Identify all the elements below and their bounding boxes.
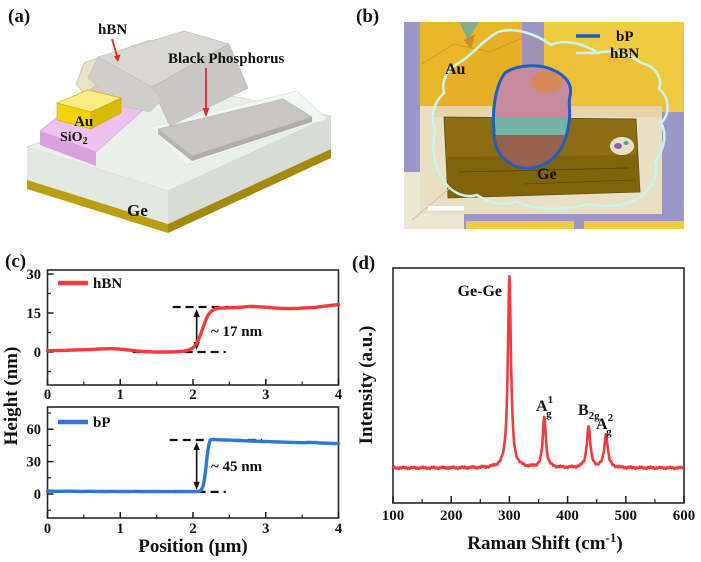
ge-region-label: Ge	[537, 166, 557, 183]
peak-label-gege: Ge-Ge	[458, 283, 502, 300]
flake-streak2	[523, 179, 635, 185]
y-tick-label: 30	[27, 455, 42, 471]
panel-b-micrograph: bP hBN Au Ge	[404, 22, 684, 229]
x-tick-label: 2	[189, 387, 196, 403]
corner-crack	[411, 187, 451, 221]
au-electrode	[56, 89, 122, 130]
bp-step-annotation: ~ 45 nm	[211, 459, 263, 475]
x-tick-label: 300	[498, 508, 521, 524]
orange-flake	[464, 34, 475, 49]
bp-plot-frame	[46, 406, 340, 519]
ge-substrate-side	[168, 116, 331, 224]
raman-plot-content: 100 200 300 400 500 600	[382, 274, 696, 524]
glint-purple	[614, 143, 622, 149]
hbn-curve	[45, 303, 341, 354]
gold-band-side	[168, 149, 331, 233]
bp-arrowhead	[202, 108, 210, 117]
legend-bp-label: bP	[616, 29, 634, 45]
au-label: Au	[74, 114, 93, 130]
x-tick-label: 1	[117, 521, 124, 537]
bp-slab-edge-front	[158, 129, 192, 161]
panel-c-height-profiles: 0 1 2 3 4 0 15 30 0 1 2 3 4 0 30 60 hBN bP ~ 17 nm ~ 4…	[1, 267, 343, 557]
hbn-outline	[431, 28, 669, 211]
au-region-label: Au	[445, 61, 466, 78]
y-tick-label: 60	[27, 422, 42, 438]
gold-band-front	[27, 180, 168, 233]
au-side	[90, 97, 122, 130]
peak-label-a1g: A1 g	[536, 394, 553, 420]
y-tick-label: 0	[34, 487, 41, 503]
x-tick-label: 200	[440, 508, 463, 524]
panel-b-letter: (b)	[356, 6, 380, 27]
bp-teal-band	[493, 118, 571, 135]
height-axis-label: Height (nm)	[1, 347, 22, 446]
au-pad-bottom-right	[584, 221, 684, 229]
panel-c-letter: (c)	[5, 251, 27, 272]
hbn-arrowhead	[113, 54, 121, 62]
step-arrowhead-up	[193, 309, 200, 318]
ge-label: Ge	[127, 201, 148, 220]
hbn-plot-content: 0 1 2 3 4 0 15 30	[27, 267, 343, 403]
step-arrowhead-down	[193, 481, 200, 490]
bp-outline	[491, 64, 573, 170]
bp-legend-label: bP	[93, 415, 111, 431]
bp-sheet-left	[87, 56, 163, 113]
position-axis-label: Position (μm)	[138, 536, 247, 557]
hbn-legend-label: hBN	[93, 276, 122, 292]
x-tick-label: 600	[673, 508, 696, 524]
teal-flake	[459, 22, 479, 40]
glint-teal	[623, 141, 629, 145]
x-tick-label: 3	[262, 521, 269, 537]
legend-hbn-label: hBN	[610, 46, 639, 62]
y-tick-label: 30	[27, 267, 42, 283]
hbn-label: hBN	[98, 22, 127, 38]
panel-a-schematic: hBN Black Phosphorus Au SiO2 Ge	[25, 22, 333, 233]
au-pad-bottom-left	[466, 221, 574, 229]
step-arrowhead-up	[193, 442, 200, 450]
raman-curve	[392, 274, 685, 471]
x-tick-label: 3	[262, 387, 269, 403]
x-tick-label: 4	[335, 521, 342, 537]
panel-a-letter: (a)	[8, 6, 31, 27]
pad-crack	[421, 37, 523, 65]
bp-curve	[45, 437, 341, 494]
bp-plot-content: 0 1 2 3 4 0 30 60	[27, 412, 342, 537]
raman-shift-axis-label: Raman Shift (cm-1)	[467, 530, 622, 554]
bp-sheet-fold	[151, 43, 249, 127]
ge-substrate-front	[27, 147, 168, 224]
flake-streak	[458, 167, 630, 173]
x-tick-label: 100	[382, 508, 405, 524]
peak-label-b2g: B2g	[578, 402, 600, 422]
x-tick-label: 1	[117, 387, 124, 403]
intensity-axis-label: Intensity (a.u.)	[356, 326, 377, 445]
black-phosphorus-label: Black Phosphorus	[168, 51, 284, 67]
sio2-front	[40, 131, 96, 166]
y-tick-label: 0	[34, 345, 41, 361]
x-tick-label: 400	[556, 508, 579, 524]
x-tick-label: 500	[615, 508, 638, 524]
panel-d-raman: 100 200 300 400 500 600 Ge-Ge A1 g B2g A2 g Int…	[356, 267, 696, 554]
hbn-arrow	[111, 38, 118, 57]
peak-label-a2g: A2 g	[596, 412, 614, 438]
panel-d-letter: (d)	[352, 253, 376, 274]
bp-orange-patch	[531, 71, 563, 93]
y-tick-label: 15	[27, 306, 42, 322]
sio2-label: SiO2	[60, 130, 88, 147]
x-tick-label: 0	[44, 387, 51, 403]
hbn-step-annotation: ~ 17 nm	[211, 324, 263, 340]
hbn-plot-frame	[46, 269, 340, 386]
x-tick-label: 0	[44, 521, 51, 537]
scale-bar	[428, 206, 464, 211]
olive-flake-dark	[446, 155, 640, 198]
bp-slab-edge-side	[192, 117, 312, 161]
x-tick-label: 4	[335, 387, 342, 403]
x-tick-label: 2	[189, 521, 196, 537]
